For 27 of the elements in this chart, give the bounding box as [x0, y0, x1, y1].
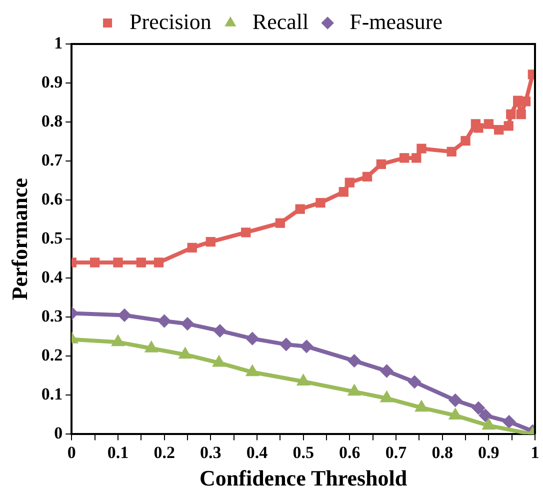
y-tick-label: 0.3: [41, 306, 63, 326]
x-axis-title: Confidence Threshold: [200, 465, 408, 490]
x-tick-label: 0.6: [339, 442, 360, 462]
x-tick-label: 0.5: [292, 442, 314, 462]
y-tick-label: 1: [54, 33, 63, 52]
x-tick-label: 1: [530, 442, 540, 462]
x-tick-label: 0.9: [478, 442, 500, 462]
y-tick-label: 0.9: [41, 72, 63, 92]
x-tick-label: 0.2: [154, 442, 175, 462]
y-tick-label: 0.2: [41, 346, 63, 365]
x-tick-label: 0.7: [385, 442, 408, 462]
x-tick-label: 0.8: [432, 442, 453, 462]
x-tick-label: 0.4: [246, 442, 268, 462]
y-tick-label: 0.4: [41, 268, 64, 287]
x-tick-label: 0.3: [200, 442, 222, 462]
legend-label: Recall: [252, 8, 309, 34]
x-tick-label: 0.1: [107, 442, 129, 462]
y-tick-label: 0.6: [41, 189, 63, 208]
legend-label: Precision: [130, 8, 212, 34]
legend-label: F-measure: [350, 8, 442, 34]
y-tick-label: 0.7: [41, 150, 64, 170]
y-axis-title: Performance: [6, 178, 32, 300]
y-tick-label: 0.1: [41, 384, 63, 404]
y-tick-label: 0.8: [41, 111, 63, 130]
y-tick-label: 0.5: [41, 228, 63, 248]
y-tick-label: 0: [54, 424, 63, 443]
x-tick-label: 0: [67, 442, 76, 462]
